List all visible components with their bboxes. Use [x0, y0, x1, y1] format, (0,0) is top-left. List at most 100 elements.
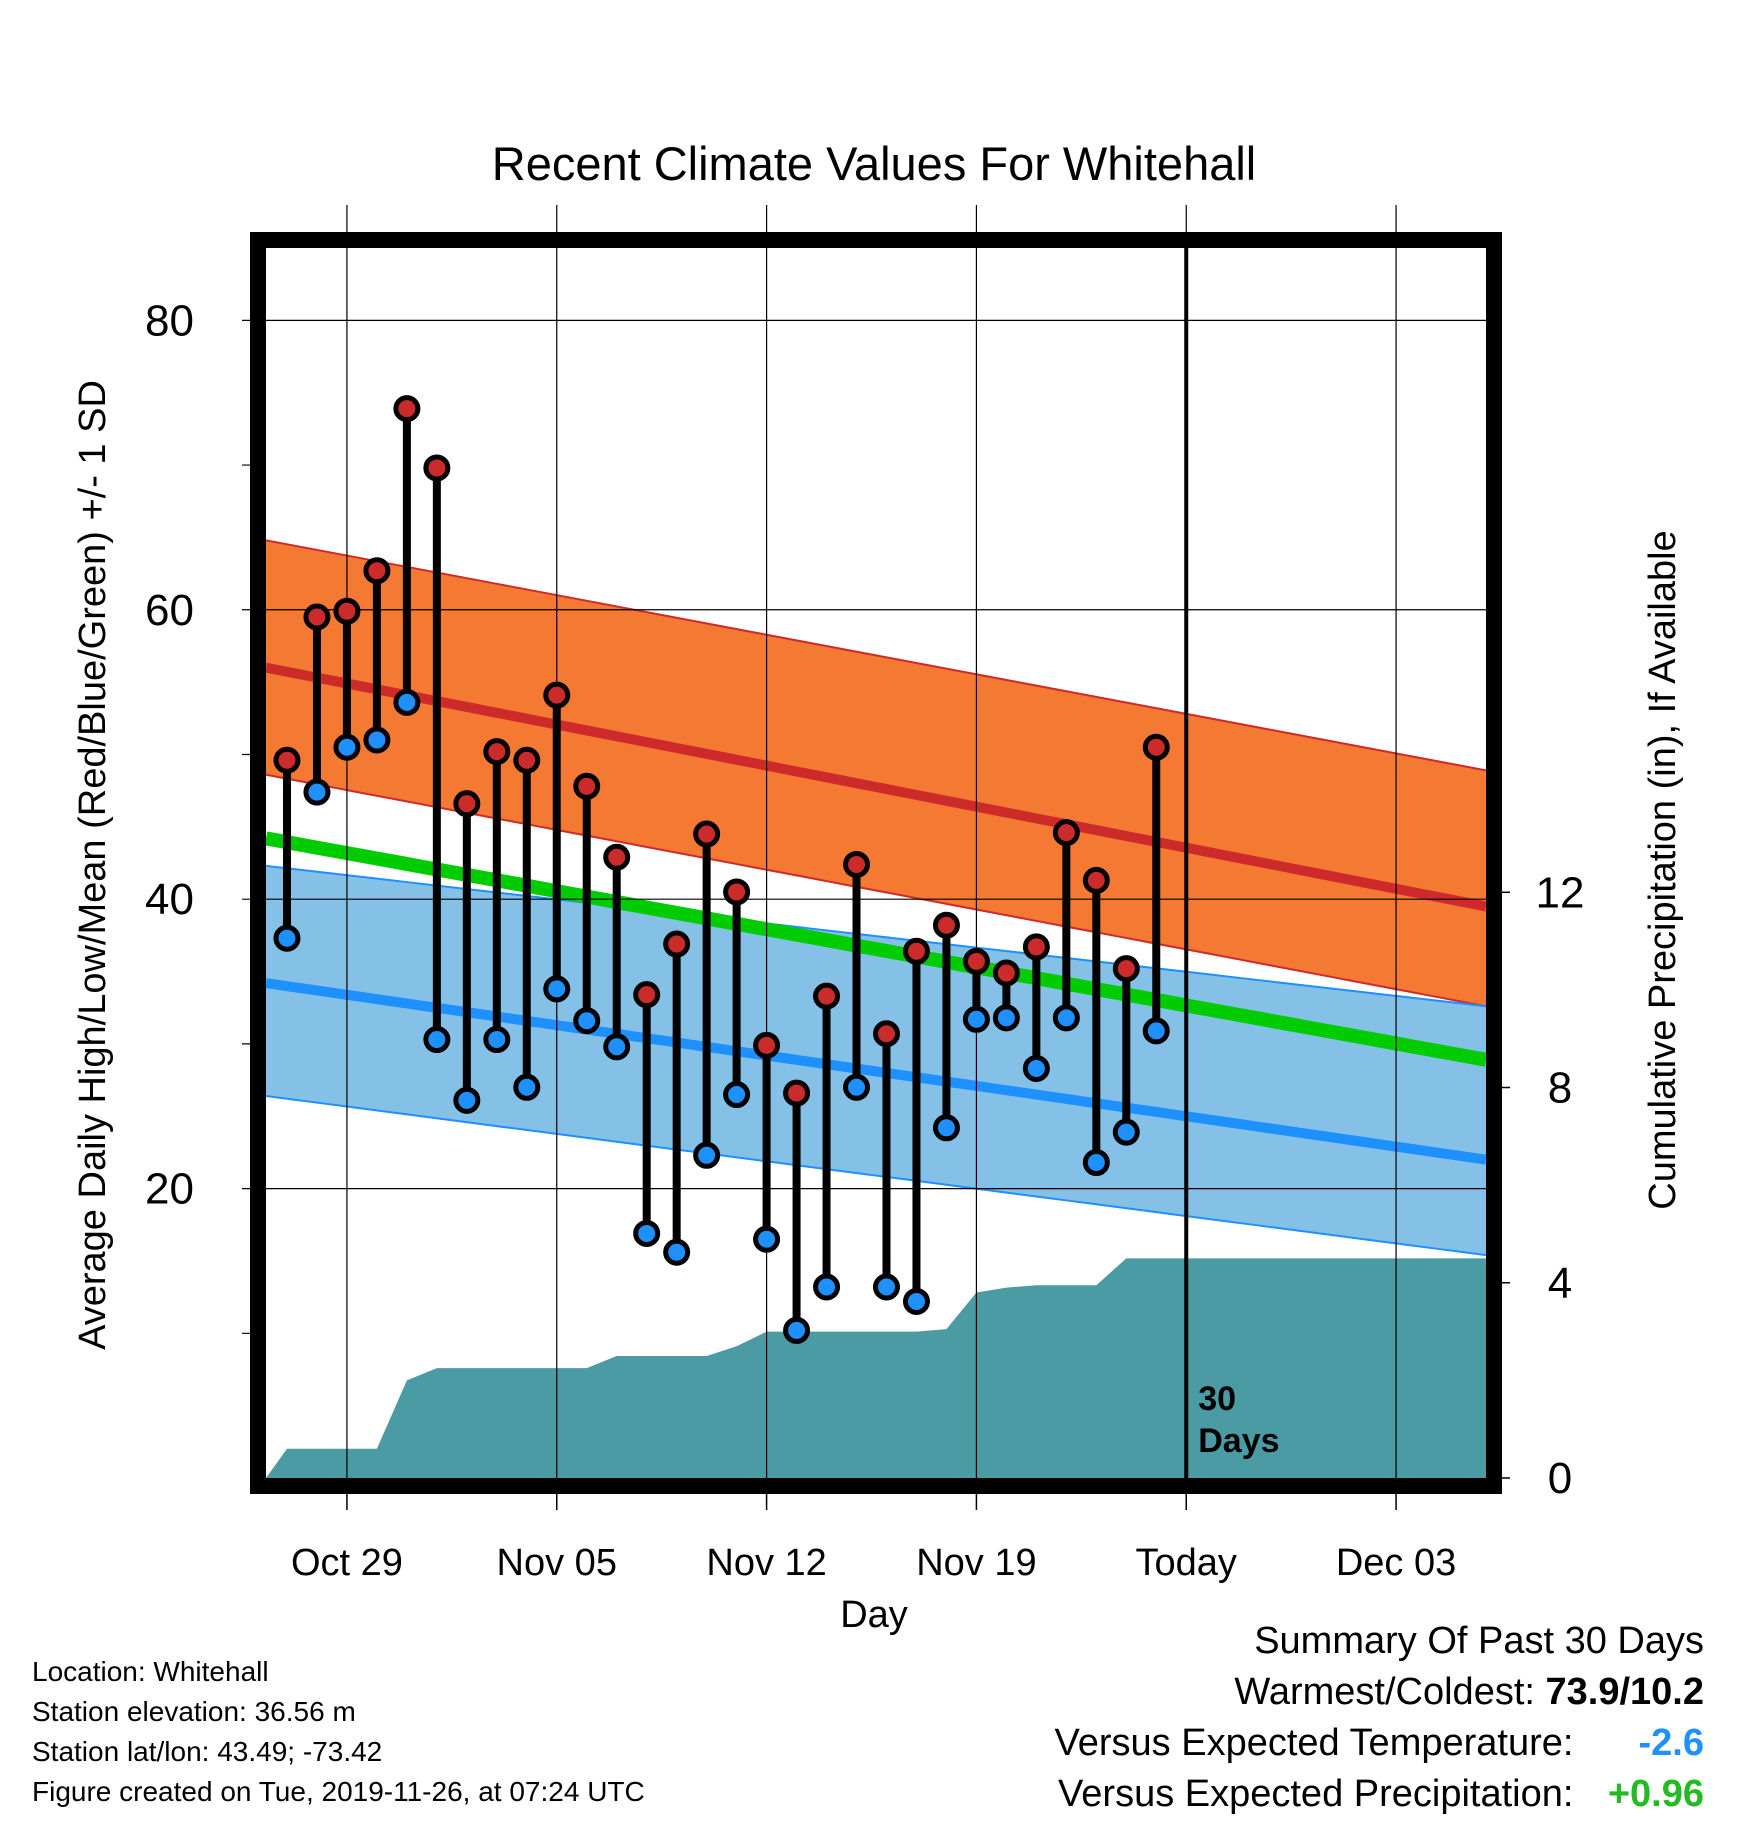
plot-frame: [250, 232, 1502, 1494]
obs-high-point: [453, 790, 481, 818]
x-tick-label: Nov 12: [706, 1542, 826, 1584]
obs-low-point: [872, 1273, 900, 1301]
x-tick-label: Dec 03: [1336, 1542, 1456, 1584]
summary-precipitation: Versus Expected Precipitation: +0.96: [1055, 1773, 1704, 1824]
obs-high-point: [423, 454, 451, 482]
obs-low-point: [1052, 1004, 1080, 1032]
obs-low-point: [1082, 1149, 1110, 1177]
obs-low-point: [423, 1026, 451, 1054]
obs-high-point: [693, 820, 721, 848]
precipitation-value: +0.96: [1607, 1773, 1704, 1815]
y-tick-label: 40: [145, 875, 194, 924]
station-elevation: Station elevation: 36.56 m: [32, 1696, 356, 1727]
summary-temperature: Versus Expected Temperature: -2.6: [1055, 1722, 1704, 1773]
station-info: Location: Whitehall Station elevation: 3…: [32, 1652, 645, 1812]
summary-warmest-coldest: Warmest/Coldest: 73.9/10.2: [1055, 1671, 1704, 1722]
obs-low-point: [393, 688, 421, 716]
precip-area: [266, 1258, 1486, 1478]
obs-high-point: [573, 772, 601, 800]
y-axis-label: Average Daily High/Low/Mean (Red/Blue/Gr…: [72, 380, 114, 1350]
obs-low-point: [333, 733, 361, 761]
x-tick-label: Nov 19: [916, 1542, 1036, 1584]
obs-high-point: [813, 982, 841, 1010]
obs-high-point: [992, 959, 1020, 987]
x-tick-label: Nov 05: [497, 1542, 617, 1584]
obs-low-point: [693, 1141, 721, 1169]
obs-high-point: [723, 878, 751, 906]
y2-tick-label: 8: [1548, 1064, 1572, 1113]
obs-high-point: [783, 1079, 811, 1107]
y-tick-label: 80: [145, 296, 194, 345]
today-days-label: Days: [1198, 1422, 1279, 1460]
obs-low-point: [1022, 1054, 1050, 1082]
y2-tick-label: 12: [1536, 868, 1585, 917]
obs-low-point: [723, 1081, 751, 1109]
high-upper-edge: [266, 539, 1486, 772]
obs-low-point: [303, 778, 331, 806]
y2-axis-label: Cumulative Precipitation (in), If Availa…: [1642, 530, 1684, 1209]
obs-high-point: [932, 911, 960, 939]
station-latlon: Station lat/lon: 43.49; -73.42: [32, 1736, 383, 1767]
obs-high-point: [333, 597, 361, 625]
obs-high-point: [603, 843, 631, 871]
obs-high-point: [363, 557, 391, 585]
obs-low-point: [363, 726, 391, 754]
figure-created: Figure created on Tue, 2019-11-26, at 07…: [32, 1776, 645, 1807]
y-tick-label: 60: [145, 586, 194, 635]
obs-high-point: [1142, 733, 1170, 761]
obs-high-point: [393, 395, 421, 423]
y2-tick-label: 4: [1548, 1259, 1572, 1308]
obs-low-point: [543, 975, 571, 1003]
obs-high-point: [543, 681, 571, 709]
obs-low-point: [753, 1225, 781, 1253]
obs-high-point: [1082, 866, 1110, 894]
obs-low-point: [453, 1086, 481, 1114]
obs-low-point: [992, 1004, 1020, 1032]
obs-high-point: [1052, 819, 1080, 847]
obs-high-point: [902, 937, 930, 965]
station-location: Location: Whitehall: [32, 1656, 269, 1687]
obs-low-point: [783, 1316, 811, 1344]
temperature-label: Versus Expected Temperature:: [1054, 1722, 1574, 1764]
obs-high-point: [483, 738, 511, 766]
y-tick-label: 20: [145, 1165, 194, 1214]
summary-title: Summary Of Past 30 Days: [1254, 1620, 1704, 1662]
obs-low-point: [633, 1219, 661, 1247]
x-tick-label: Oct 29: [291, 1542, 403, 1584]
warmest-coldest-label: Warmest/Coldest:: [1234, 1671, 1535, 1713]
obs-low-point: [813, 1273, 841, 1301]
y2-tick-label: 0: [1548, 1454, 1572, 1503]
obs-high-point: [872, 1020, 900, 1048]
obs-low-point: [483, 1026, 511, 1054]
normal-high-band: [266, 540, 1486, 1007]
obs-low-point: [843, 1073, 871, 1101]
warmest-coldest-value: 73.9/10.2: [1545, 1671, 1704, 1713]
obs-high-point: [962, 947, 990, 975]
obs-low-point: [1112, 1118, 1140, 1146]
summary-panel: Summary Of Past 30 Days Warmest/Coldest:…: [1055, 1620, 1704, 1824]
obs-high-point: [513, 746, 541, 774]
obs-high-point: [273, 746, 301, 774]
obs-high-point: [753, 1031, 781, 1059]
chart-title: Recent Climate Values For Whitehall: [492, 137, 1256, 190]
low-lower-edge: [266, 1094, 1486, 1257]
precipitation-label: Versus Expected Precipitation:: [1058, 1773, 1574, 1815]
obs-low-point: [603, 1033, 631, 1061]
x-tick-label: Today: [1136, 1542, 1237, 1584]
obs-low-point: [1142, 1017, 1170, 1045]
obs-high-point: [843, 850, 871, 878]
obs-high-point: [1022, 933, 1050, 961]
normal-low-band: [266, 865, 1486, 1256]
x-axis-label: Day: [840, 1594, 908, 1636]
normal-high-line: [266, 662, 1486, 912]
obs-low-point: [962, 1005, 990, 1033]
obs-low-point: [573, 1007, 601, 1035]
axes-layer: 30 Days 20 40 60 80 0 4 8 12 Oct 29 Nov 05 Nov 12 Nov…: [145, 205, 1584, 1584]
obs-low-point: [902, 1287, 930, 1315]
obs-low-point: [663, 1238, 691, 1266]
obs-high-point: [633, 981, 661, 1009]
obs-low-point: [273, 924, 301, 952]
obs-high-point: [303, 603, 331, 631]
obs-high-point: [663, 930, 691, 958]
